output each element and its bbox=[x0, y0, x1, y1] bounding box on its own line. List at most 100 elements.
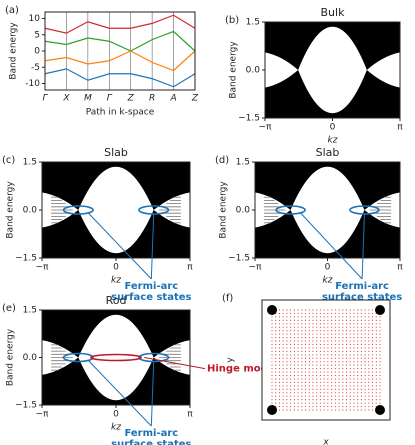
site bbox=[331, 309, 333, 311]
site bbox=[286, 347, 288, 349]
site bbox=[312, 319, 314, 321]
site bbox=[375, 340, 377, 342]
site bbox=[331, 371, 333, 373]
site bbox=[275, 364, 277, 366]
site bbox=[349, 312, 351, 314]
site bbox=[305, 371, 307, 373]
site bbox=[375, 347, 377, 349]
site bbox=[278, 392, 280, 394]
site bbox=[368, 409, 370, 411]
site bbox=[290, 375, 292, 377]
y-tick-label: −1.5 bbox=[238, 114, 260, 124]
site bbox=[349, 323, 351, 325]
site bbox=[282, 309, 284, 311]
site bbox=[305, 399, 307, 401]
site bbox=[275, 343, 277, 345]
site bbox=[271, 368, 273, 370]
gap bbox=[298, 26, 367, 114]
site bbox=[301, 361, 303, 363]
site bbox=[319, 333, 321, 335]
site bbox=[334, 375, 336, 377]
site bbox=[334, 326, 336, 328]
site bbox=[357, 316, 359, 318]
site bbox=[372, 312, 374, 314]
site bbox=[375, 330, 377, 332]
site bbox=[375, 388, 377, 390]
site bbox=[349, 381, 351, 383]
pointer bbox=[361, 213, 365, 280]
site bbox=[319, 409, 321, 411]
site bbox=[375, 312, 377, 314]
site bbox=[297, 309, 299, 311]
site bbox=[319, 326, 321, 328]
site bbox=[342, 330, 344, 332]
site bbox=[286, 395, 288, 397]
site bbox=[316, 395, 318, 397]
site bbox=[372, 409, 374, 411]
site bbox=[342, 402, 344, 404]
site bbox=[331, 347, 333, 349]
site bbox=[353, 340, 355, 342]
site bbox=[293, 368, 295, 370]
site bbox=[278, 312, 280, 314]
site bbox=[364, 340, 366, 342]
site bbox=[316, 381, 318, 383]
site bbox=[290, 388, 292, 390]
site bbox=[368, 330, 370, 332]
site bbox=[331, 409, 333, 411]
site bbox=[275, 319, 277, 321]
site bbox=[308, 381, 310, 383]
site bbox=[286, 402, 288, 404]
site bbox=[278, 340, 280, 342]
y-tick-label: 1.5 bbox=[246, 18, 260, 28]
site bbox=[275, 326, 277, 328]
site bbox=[338, 333, 340, 335]
site bbox=[372, 371, 374, 373]
site bbox=[286, 388, 288, 390]
site bbox=[316, 323, 318, 325]
site bbox=[331, 343, 333, 345]
site bbox=[364, 323, 366, 325]
site bbox=[271, 381, 273, 383]
site bbox=[349, 319, 351, 321]
site bbox=[290, 312, 292, 314]
site bbox=[364, 347, 366, 349]
site bbox=[342, 361, 344, 363]
site bbox=[342, 337, 344, 339]
panel-title: Slab bbox=[104, 146, 128, 159]
site bbox=[327, 347, 329, 349]
site bbox=[278, 350, 280, 352]
site bbox=[342, 350, 344, 352]
site bbox=[372, 388, 374, 390]
site bbox=[357, 406, 359, 408]
site bbox=[278, 409, 280, 411]
site bbox=[301, 402, 303, 404]
site bbox=[316, 392, 318, 394]
site bbox=[338, 364, 340, 366]
site bbox=[360, 350, 362, 352]
site bbox=[297, 371, 299, 373]
site bbox=[301, 319, 303, 321]
site bbox=[349, 406, 351, 408]
site bbox=[327, 354, 329, 356]
site bbox=[345, 381, 347, 383]
site bbox=[379, 333, 381, 335]
x-tick-label: −π bbox=[249, 263, 263, 273]
site bbox=[319, 368, 321, 370]
site bbox=[323, 375, 325, 377]
site bbox=[327, 323, 329, 325]
site bbox=[305, 357, 307, 359]
site bbox=[357, 381, 359, 383]
site bbox=[297, 368, 299, 370]
site bbox=[327, 340, 329, 342]
site bbox=[319, 371, 321, 373]
site bbox=[305, 364, 307, 366]
site bbox=[316, 316, 318, 318]
site bbox=[297, 354, 299, 356]
site bbox=[360, 326, 362, 328]
site bbox=[349, 364, 351, 366]
site bbox=[331, 388, 333, 390]
site bbox=[323, 354, 325, 356]
site bbox=[375, 392, 377, 394]
site bbox=[282, 319, 284, 321]
